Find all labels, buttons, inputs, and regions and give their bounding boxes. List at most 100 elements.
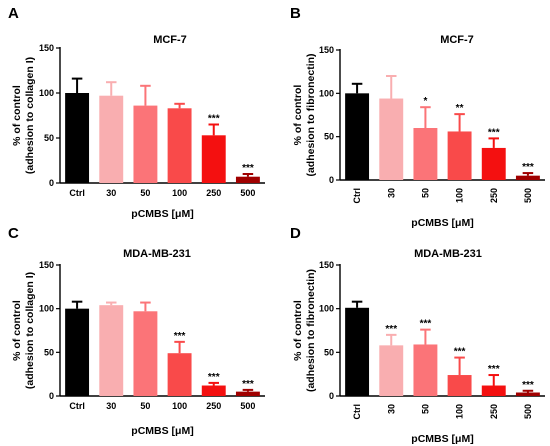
- x-tick-label: 250: [489, 188, 499, 203]
- x-tick-label: 250: [206, 188, 221, 198]
- bar-500: [515, 392, 540, 396]
- significance-label: ***: [242, 379, 254, 390]
- bar-500: [235, 391, 260, 396]
- y-tick-label: 50: [44, 133, 54, 143]
- significance-label: ***: [208, 114, 220, 125]
- bar-ctrl: [65, 308, 90, 396]
- x-tick-label: 100: [172, 401, 187, 411]
- bar-30: [99, 305, 124, 396]
- x-tick-label: 100: [455, 188, 465, 203]
- bar-30: [379, 345, 404, 396]
- y-tick-label: 50: [324, 132, 334, 142]
- y-axis-label: (adhesion to collagen I): [24, 272, 36, 389]
- x-tick-label: 500: [240, 188, 255, 198]
- bar-50: [413, 344, 438, 396]
- chart-title: MDA-MB-231: [123, 248, 191, 260]
- y-tick-label: 150: [39, 260, 54, 270]
- bar-250: [201, 385, 226, 396]
- y-axis-label: (adhesion to collagen I): [24, 57, 36, 174]
- x-tick-label: Ctrl: [69, 188, 85, 198]
- significance-label: ***: [488, 127, 500, 138]
- bar-500: [515, 175, 540, 180]
- y-tick-label: 150: [39, 43, 54, 53]
- panel-a: A MCF-7 % of control (adhesion to collagen …: [8, 5, 265, 220]
- y-tick-label: 150: [319, 45, 334, 55]
- significance-label: ***: [174, 331, 186, 342]
- bar-250: [481, 385, 506, 396]
- x-tick-label: 500: [523, 404, 533, 419]
- y-axis-label: % of control: [11, 85, 23, 146]
- y-tick-label: 0: [329, 391, 334, 401]
- y-tick-label: 0: [329, 175, 334, 185]
- x-tick-label: Ctrl: [352, 404, 362, 420]
- y-tick-label: 50: [44, 347, 54, 357]
- x-tick-label: 500: [523, 188, 533, 203]
- significance-label: *: [423, 96, 427, 107]
- y-tick-label: 50: [324, 347, 334, 357]
- significance-label: ***: [522, 380, 534, 391]
- significance-label: ***: [420, 319, 432, 330]
- y-axis-label: % of control: [292, 85, 304, 146]
- x-axis-label: pCMBS [μM]: [131, 425, 193, 437]
- significance-label: ***: [522, 162, 534, 173]
- bar-50: [133, 311, 158, 396]
- x-tick-label: 30: [106, 401, 116, 411]
- bar-30: [379, 98, 404, 180]
- x-tick-label: 50: [140, 401, 150, 411]
- x-tick-label: 100: [455, 404, 465, 419]
- panel-b: B MCF-7 % of control (adhesion to fibronect…: [290, 5, 545, 229]
- bar-100: [167, 353, 192, 396]
- y-axis-label: (adhesion to fibronectin): [305, 53, 317, 176]
- panel-letter: C: [8, 225, 19, 242]
- chart-title: MCF-7: [440, 34, 474, 46]
- x-tick-label: 30: [386, 188, 396, 198]
- chart-title: MDA-MB-231: [414, 248, 482, 260]
- x-tick-label: 30: [106, 188, 116, 198]
- bar-30: [99, 95, 124, 183]
- y-tick-label: 0: [49, 391, 54, 401]
- panel-d: D MDA-MB-231 % of control (adhesion to fibr…: [290, 225, 545, 445]
- x-tick-label: Ctrl: [69, 401, 85, 411]
- x-axis-label: pCMBS [μM]: [411, 217, 473, 229]
- x-tick-label: 50: [140, 188, 150, 198]
- x-tick-label: 500: [240, 401, 255, 411]
- significance-label: ***: [242, 163, 254, 174]
- bar-ctrl: [345, 307, 370, 396]
- panel-letter: A: [8, 5, 19, 22]
- x-axis-label: pCMBS [μM]: [131, 208, 193, 220]
- bar-50: [413, 128, 438, 180]
- y-axis-label: (adhesion to fibronectin): [305, 269, 317, 392]
- bar-50: [133, 105, 158, 183]
- y-tick-label: 150: [319, 260, 334, 270]
- panel-c: C MDA-MB-231 % of control (adhesion to coll…: [8, 225, 265, 437]
- bar-250: [481, 147, 506, 180]
- bar-100: [447, 375, 472, 396]
- x-axis-label: pCMBS [μM]: [411, 433, 473, 445]
- x-tick-label: 50: [420, 404, 430, 414]
- bar-ctrl: [345, 93, 370, 180]
- x-tick-label: 50: [420, 188, 430, 198]
- chart-title: MCF-7: [153, 34, 187, 46]
- bar-100: [447, 131, 472, 180]
- y-tick-label: 0: [49, 178, 54, 188]
- significance-label: ***: [208, 372, 220, 383]
- bar-ctrl: [65, 93, 90, 183]
- x-tick-label: Ctrl: [352, 188, 362, 204]
- y-tick-label: 100: [319, 88, 334, 98]
- significance-label: ***: [454, 347, 466, 358]
- y-tick-label: 100: [319, 304, 334, 314]
- significance-label: ***: [385, 324, 397, 335]
- x-tick-label: 100: [172, 188, 187, 198]
- bar-500: [235, 176, 260, 183]
- bar-100: [167, 108, 192, 183]
- x-tick-label: 250: [489, 404, 499, 419]
- significance-label: **: [456, 103, 464, 114]
- y-axis-label: % of control: [292, 300, 304, 361]
- y-tick-label: 100: [39, 304, 54, 314]
- y-axis-label: % of control: [11, 300, 23, 361]
- y-tick-label: 100: [39, 88, 54, 98]
- panel-letter: B: [290, 5, 301, 22]
- x-tick-label: 250: [206, 401, 221, 411]
- panel-letter: D: [290, 225, 301, 242]
